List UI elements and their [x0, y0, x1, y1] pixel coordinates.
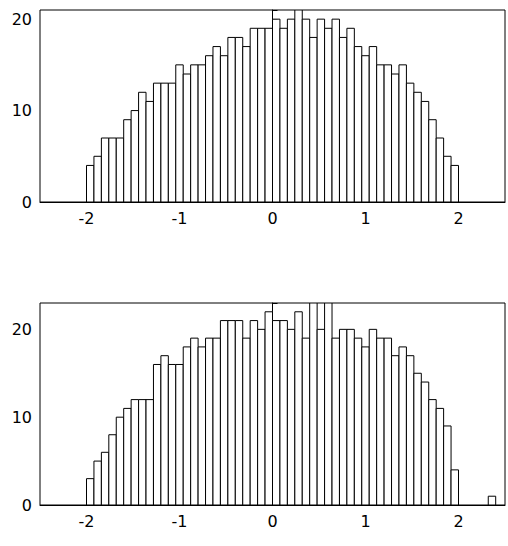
svg-text:-2: -2 [79, 209, 95, 228]
svg-text:-1: -1 [172, 209, 188, 228]
svg-text:10: 10 [12, 408, 32, 427]
svg-text:-2: -2 [79, 512, 95, 531]
svg-text:2: 2 [453, 512, 463, 531]
svg-text:0: 0 [267, 209, 277, 228]
svg-text:0: 0 [22, 193, 32, 212]
svg-text:1: 1 [360, 209, 370, 228]
svg-text:20: 20 [12, 10, 32, 29]
svg-text:10: 10 [12, 101, 32, 120]
svg-text:0: 0 [22, 496, 32, 515]
svg-text:0: 0 [267, 512, 277, 531]
svg-text:1: 1 [360, 512, 370, 531]
svg-text:-1: -1 [172, 512, 188, 531]
svg-text:20: 20 [12, 320, 32, 339]
svg-text:2: 2 [453, 209, 463, 228]
